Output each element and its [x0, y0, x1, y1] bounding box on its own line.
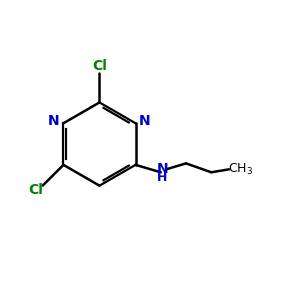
- Text: Cl: Cl: [92, 59, 107, 73]
- Text: N: N: [48, 114, 60, 128]
- Text: Cl: Cl: [28, 183, 43, 197]
- Text: N: N: [156, 162, 168, 176]
- Text: CH$_3$: CH$_3$: [228, 162, 253, 177]
- Text: H: H: [157, 171, 167, 184]
- Text: N: N: [139, 114, 151, 128]
